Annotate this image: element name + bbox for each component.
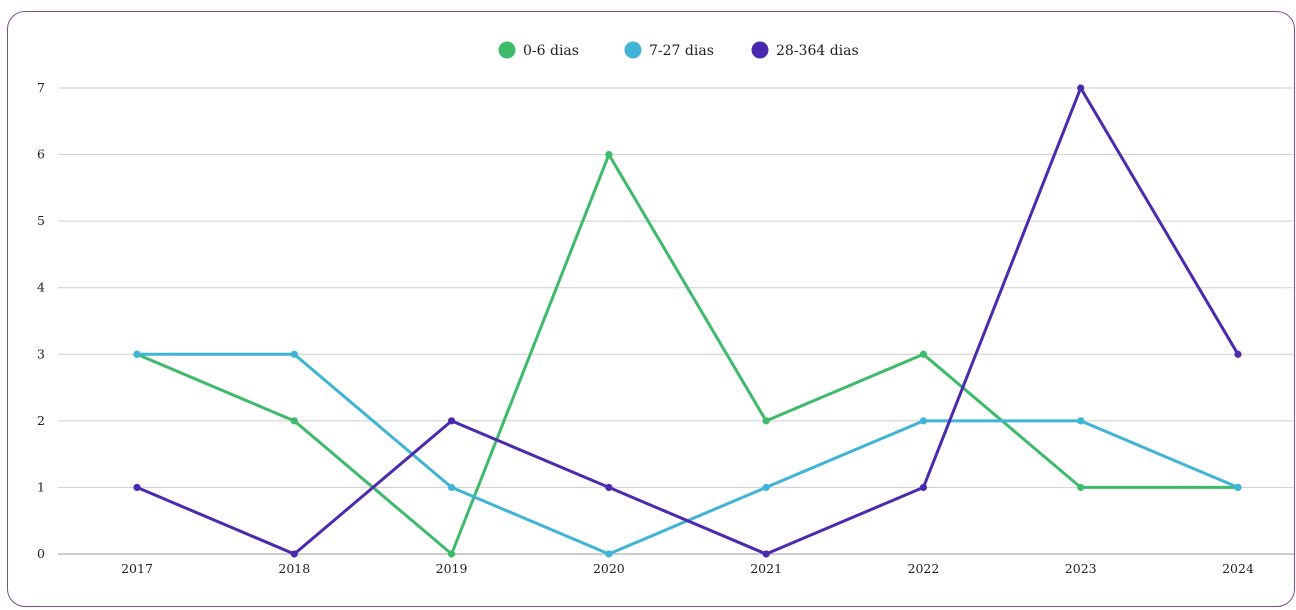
- x-tick-label: 2020: [593, 561, 625, 576]
- legend-label: 0-6 dias: [523, 43, 579, 59]
- y-tick-label: 5: [37, 213, 45, 228]
- x-tick-label: 2024: [1222, 561, 1254, 576]
- legend-marker: [751, 41, 769, 59]
- data-point: [762, 483, 770, 492]
- series-2: [133, 350, 1242, 558]
- data-point: [133, 350, 141, 358]
- series-line: [135, 86, 1240, 556]
- series-line: [135, 352, 1240, 556]
- data-point: [762, 550, 770, 558]
- data-point: [919, 417, 928, 425]
- data-point: [605, 483, 613, 492]
- y-tick-label: 1: [37, 479, 45, 494]
- legend-marker: [498, 41, 516, 59]
- data-point: [1234, 350, 1242, 358]
- chart-card: [7, 11, 1295, 607]
- series-3: [133, 84, 1242, 558]
- data-point: [133, 483, 141, 492]
- legend[interactable]: 0-6 dias 7-27 dias 28-364 dias: [498, 41, 859, 60]
- data-point: [447, 550, 456, 558]
- x-tick-label: 2019: [436, 561, 468, 576]
- legend-item[interactable]: 28-364 dias: [751, 41, 859, 60]
- y-axis-ticks: 0 1 2 3 4 5 6 7: [37, 80, 45, 561]
- y-tick-label: 2: [37, 413, 45, 428]
- y-tick-label: 3: [37, 346, 45, 361]
- legend-item[interactable]: 7-27 dias: [624, 41, 714, 60]
- data-point: [919, 350, 928, 358]
- legend-label: 7-27 dias: [649, 43, 714, 59]
- y-tick-label: 0: [37, 546, 45, 561]
- data-point: [919, 483, 928, 492]
- x-axis-ticks: 2017 2018 2019 2020 2021 2022 2023 2024: [121, 561, 1254, 576]
- data-point: [290, 417, 298, 425]
- gridlines: [58, 87, 1294, 555]
- x-tick-label: 2021: [750, 561, 782, 576]
- series-line: [135, 153, 1240, 556]
- series-lines: [133, 84, 1242, 558]
- data-point: [1077, 84, 1085, 92]
- data-point: [447, 483, 456, 492]
- data-point: [290, 550, 298, 558]
- legend-marker: [624, 41, 642, 59]
- legend-item[interactable]: 0-6 dias: [498, 41, 579, 60]
- x-tick-label: 2022: [908, 561, 940, 576]
- data-point: [605, 150, 613, 159]
- y-tick-label: 6: [37, 147, 45, 162]
- x-tick-label: 2023: [1065, 561, 1097, 576]
- data-point: [605, 550, 613, 558]
- y-tick-label: 4: [37, 280, 45, 295]
- x-tick-label: 2018: [278, 561, 310, 576]
- y-tick-label: 7: [37, 80, 45, 95]
- data-point: [447, 417, 456, 425]
- data-point: [1234, 483, 1242, 492]
- data-point: [762, 417, 770, 425]
- data-point: [290, 350, 298, 358]
- data-point: [1077, 483, 1085, 492]
- legend-label: 28-364 dias: [776, 43, 859, 59]
- data-point: [1077, 417, 1085, 425]
- x-tick-label: 2017: [121, 561, 153, 576]
